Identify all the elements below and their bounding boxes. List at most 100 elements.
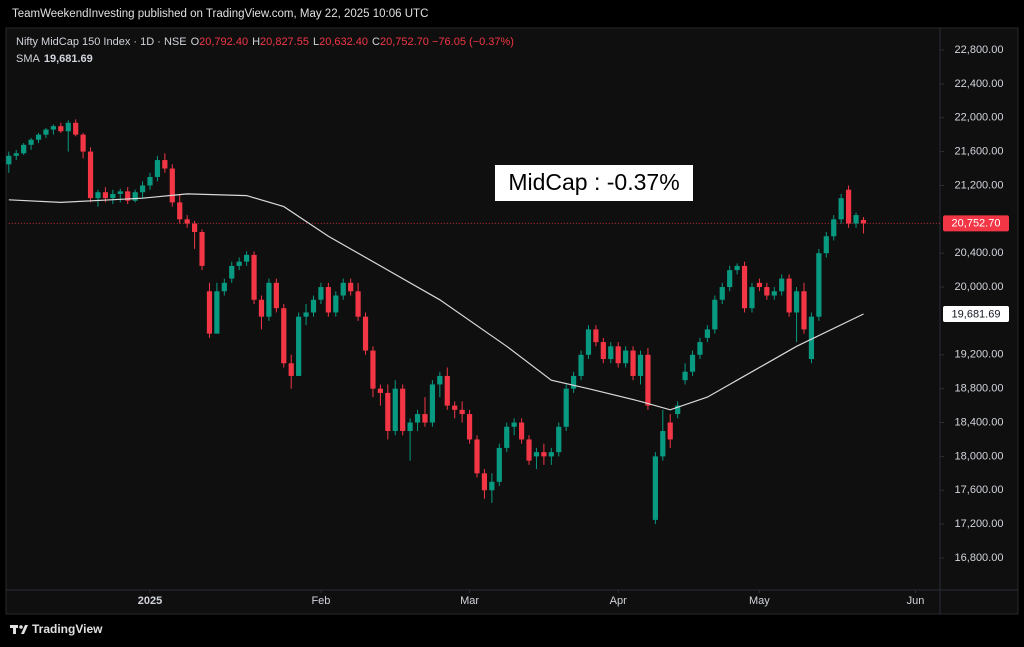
candle-body [147,176,153,186]
candle-body [273,282,279,309]
candle-body [199,232,205,266]
candle-body [466,414,473,440]
y-tick-label: 17,600.00 [955,484,1004,496]
candle-body [43,129,49,135]
ohlc-key: H [252,36,261,48]
x-tick-label: Mar [460,595,479,607]
candle-body [741,265,748,309]
ohlc-value: 20,827.55 [260,36,309,48]
candle-body [504,426,510,448]
candle-body [407,422,413,431]
candle-body [689,354,696,372]
y-tick-label: 21,600.00 [955,145,1004,157]
y-tick-label: 18,000.00 [955,450,1004,462]
candle-body [154,160,161,177]
symbol-title: Nifty MidCap 150 Index · 1D · NSE [16,36,187,48]
x-tick-label: 2025 [138,595,162,607]
candle-body [65,122,71,132]
candle-body [392,388,398,431]
candle-body [414,414,421,423]
candle-body [429,384,436,423]
candle-body [303,312,309,317]
candle-body [422,414,428,423]
ohlc-value: 20,792.40 [199,36,249,48]
candle-body [50,126,56,130]
candle-body [571,375,577,389]
candle-body [548,452,554,457]
last-price-tag [943,215,1009,232]
candle-body [206,291,213,334]
candle-body [73,122,79,135]
candle-body [35,134,42,140]
candle-body [28,139,34,145]
candle-body [823,236,829,254]
candle-body [764,287,770,296]
candle-body [518,422,525,440]
candle-body [719,287,725,300]
published-text: TeamWeekendInvesting published on Tradin… [12,8,428,20]
candle-body [860,219,867,224]
y-tick-label: 20,400.00 [955,247,1004,259]
candle-body [675,405,681,415]
candle-body [258,299,265,317]
candle-body [340,282,346,296]
candle-body [191,223,198,233]
candle-body [853,215,859,224]
candle-body [214,291,220,334]
candle-body [125,191,131,201]
sma-row: SMA 19,681.69 [16,51,514,68]
candle-body [526,439,532,461]
candle-body [139,185,146,193]
brand-logo [10,625,28,634]
candle-body [244,254,250,262]
candle-body [630,350,636,376]
sma-tag [943,306,1009,323]
candle-body [348,282,354,292]
candle-body [325,287,331,313]
candle-body [221,282,227,292]
candle-body [229,265,235,279]
candle-body [281,308,287,364]
candle-body [645,354,651,406]
candle-body [704,329,710,338]
candle-body [756,282,763,288]
candle-body [80,134,86,152]
candle-body [801,291,807,330]
legend-row: Nifty MidCap 150 Index · 1D · NSE O20,792… [16,34,514,51]
brand-text: TradingView [32,622,103,636]
ohlc-value: 20,752.70 [379,36,429,48]
candle-body [87,151,94,199]
candle-body [808,316,815,360]
candle-body [831,219,837,237]
candle-body [95,192,101,199]
candle-body [623,350,629,364]
sma-value: 19,681.69 [43,53,93,65]
candle-body [251,254,257,300]
candle-body [838,198,844,220]
candle-body [578,354,584,376]
x-tick-label: Apr [610,595,627,607]
candle-body [58,126,64,132]
candle-body [21,144,27,154]
candle-body [288,363,294,376]
candle-body [400,388,406,431]
candle-body [660,430,666,457]
ohlc-key: O [190,36,200,48]
candle-body [370,350,376,389]
ohlc-key: L [312,36,320,48]
candle-body [608,346,614,360]
ohlc: O20,792.40 H20,827.55 L20,632.40 C20,752.70 [187,36,429,48]
y-tick-label: 22,400.00 [955,78,1004,90]
candle-body [437,375,443,385]
candle-body [712,299,718,330]
candle-body [452,405,458,410]
candle-body [355,291,361,317]
candle-body [385,392,391,431]
candle-body [102,192,109,199]
y-tick-label: 17,200.00 [955,518,1004,530]
candle-body [177,202,183,220]
candle-body [556,426,562,453]
y-tick-label: 18,400.00 [955,416,1004,428]
candle-body [593,329,599,343]
